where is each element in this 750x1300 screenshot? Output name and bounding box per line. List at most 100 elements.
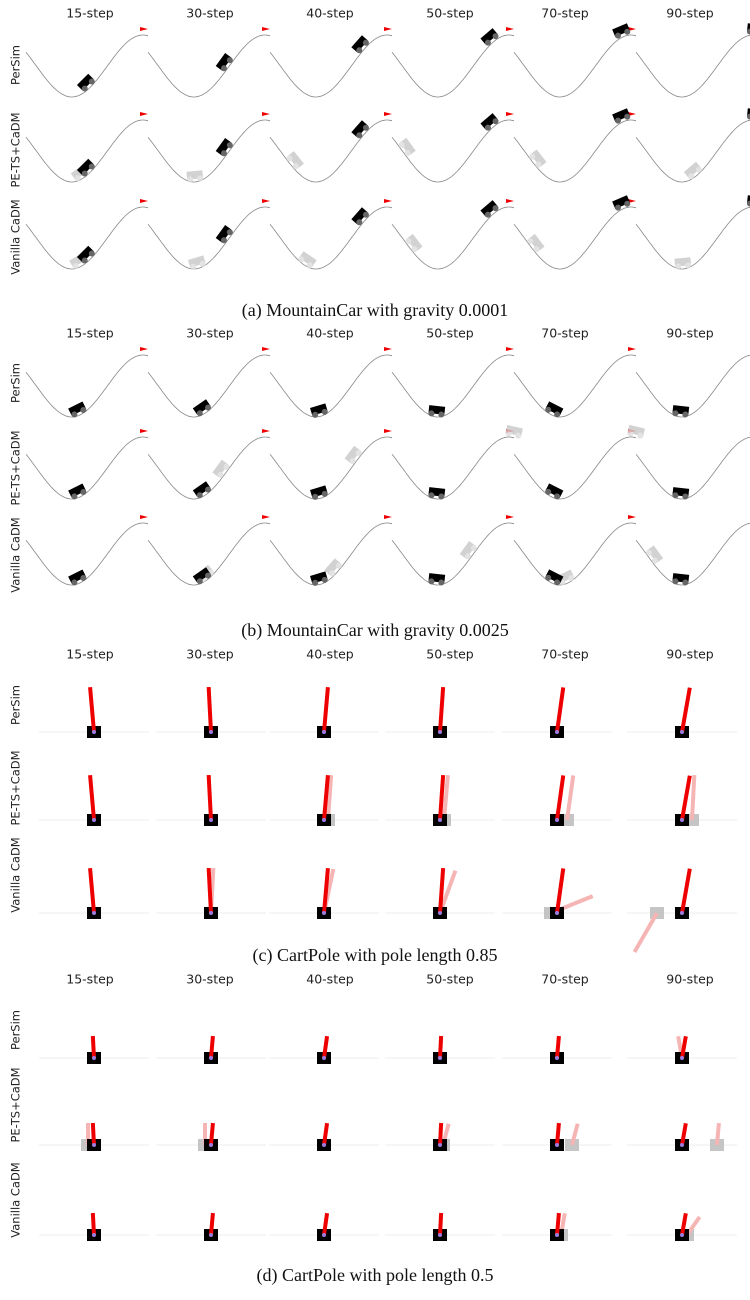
pole [555, 1122, 561, 1146]
row-label: PerSim [9, 1010, 23, 1050]
car-body [480, 200, 498, 217]
flag [140, 112, 148, 116]
column-header: 90-step [666, 647, 714, 662]
wheel [217, 471, 224, 478]
car-body [324, 558, 341, 576]
row-label: Vanilla CaDM [9, 1162, 23, 1237]
wheel [685, 262, 692, 269]
pole [680, 1035, 688, 1059]
flag [140, 199, 148, 203]
column-header: 40-step [306, 6, 354, 21]
wheel [226, 57, 233, 64]
track [635, 354, 750, 418]
wheel [197, 175, 204, 182]
car [310, 485, 328, 500]
pole [555, 775, 566, 821]
pivot [680, 1143, 684, 1147]
car [351, 207, 369, 226]
row-label: PerSim [9, 45, 23, 85]
column-header: 70-step [541, 326, 589, 341]
track [269, 436, 393, 500]
ghost-car [324, 558, 342, 577]
wheel [554, 411, 561, 418]
row-label: PE-TS+CaDM [9, 750, 23, 825]
ghost-pole [442, 774, 450, 821]
car [746, 195, 750, 207]
flag [262, 199, 270, 203]
wheel [220, 237, 227, 244]
pole [322, 1035, 330, 1059]
wheel [484, 124, 491, 131]
flag [262, 429, 270, 433]
flag [506, 515, 514, 519]
pole [438, 1035, 444, 1059]
wheel [545, 406, 552, 413]
pole [209, 1212, 215, 1236]
car [76, 158, 95, 177]
caption: (d) CartPole with pole length 0.5 [257, 1265, 494, 1286]
wheel [492, 118, 499, 125]
wheel [470, 545, 477, 552]
car [480, 28, 499, 46]
ghost-car [527, 233, 545, 253]
wheel [428, 410, 435, 417]
pole [555, 687, 566, 733]
car-body [351, 35, 368, 53]
pole [209, 1035, 215, 1059]
pivot [322, 1143, 326, 1147]
column-header: 90-step [666, 972, 714, 987]
pole [206, 867, 213, 914]
track [147, 206, 271, 270]
wheel [312, 493, 319, 500]
car [351, 120, 369, 139]
wheel [356, 47, 363, 54]
car [480, 200, 499, 218]
car [192, 567, 212, 585]
pivot [680, 1233, 684, 1237]
flag [384, 112, 392, 116]
wheel [484, 39, 491, 46]
wheel [81, 170, 88, 177]
ghost-car [188, 255, 206, 270]
car-body [212, 459, 229, 478]
wheel [624, 28, 631, 35]
column-header: 50-step [426, 972, 474, 987]
wheel [529, 153, 536, 160]
car-body [192, 399, 211, 415]
car-body [76, 73, 94, 91]
wheel [484, 211, 491, 218]
caption: (a) MountainCar with gravity 0.0001 [242, 300, 508, 321]
wheel [223, 463, 230, 470]
track [269, 522, 393, 586]
car [746, 23, 750, 35]
car [76, 73, 95, 92]
track [513, 34, 637, 98]
pivot [322, 818, 326, 822]
column-header: 30-step [186, 326, 234, 341]
column-header: 70-step [541, 647, 589, 662]
track [635, 436, 750, 500]
track [269, 119, 393, 183]
panel: 15-step 30-step 40-step 50-step 70-step 90-st… [9, 326, 750, 641]
flag [628, 112, 636, 116]
flag [140, 515, 148, 519]
column-header: 15-step [66, 647, 114, 662]
wheel [286, 155, 293, 162]
wheel [535, 161, 542, 168]
track [269, 34, 393, 98]
wheel [356, 219, 363, 226]
wheel [545, 488, 552, 495]
pivot [209, 1233, 213, 1237]
pivot [322, 730, 326, 734]
flag [262, 112, 270, 116]
pivot [438, 1056, 442, 1060]
wheel [321, 408, 328, 415]
track [635, 119, 750, 183]
track [391, 119, 515, 183]
pole [209, 1122, 215, 1146]
pole [322, 867, 330, 914]
ghost-car [286, 151, 304, 170]
pivot [438, 1143, 442, 1147]
wheel [438, 493, 445, 500]
wheel [362, 124, 369, 131]
